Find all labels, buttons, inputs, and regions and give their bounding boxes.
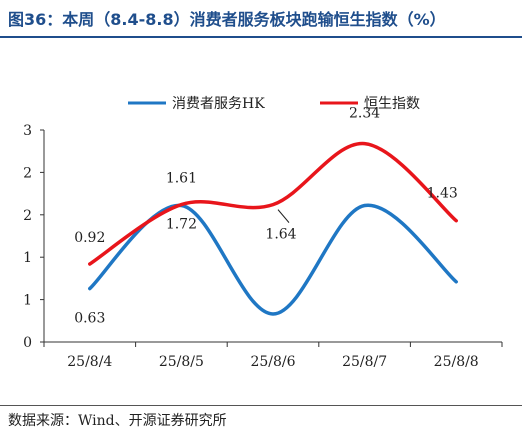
label-leader-line	[277, 209, 290, 223]
chart-title: 图36：本周（8.4-8.8）消费者服务板块跑输恒生指数（%）	[8, 10, 446, 29]
data-label: 1.61	[166, 170, 197, 186]
y-tick-label: 3	[23, 123, 32, 139]
x-tick-label: 25/8/6	[250, 354, 295, 370]
y-tick-label: 1	[23, 293, 32, 309]
y-tick-label: 2	[23, 208, 32, 224]
x-tick-label: 25/8/5	[159, 354, 204, 370]
data-label: 1.64	[265, 227, 296, 243]
data-label: 2.34	[349, 106, 380, 122]
legend-label: 消费者服务HK	[172, 96, 265, 112]
series-line-1	[88, 203, 458, 316]
series-line-2	[88, 141, 458, 266]
data-label: 0.92	[74, 230, 105, 246]
data-label: 0.63	[74, 311, 105, 327]
data-label: 1.72	[166, 217, 197, 233]
x-tick-label: 25/8/8	[434, 354, 479, 370]
title-rule	[0, 36, 522, 38]
x-tick-label: 25/8/4	[67, 354, 112, 370]
y-tick-label: 0	[23, 335, 32, 351]
legend: 消费者服务HK 恒生指数	[128, 96, 420, 112]
axes: 0 1 1 2 2 3 25/8/4 25/8/5 25/8/6 25/8/7 25/8/8	[23, 123, 503, 370]
series-layer	[88, 141, 458, 316]
y-tick-label: 2	[23, 165, 32, 181]
legend-label: 恒生指数	[364, 96, 420, 112]
data-label: 1.43	[427, 186, 458, 202]
footer-rule	[0, 405, 522, 406]
source-note: 数据来源：Wind、开源证券研究所	[8, 413, 227, 429]
y-tick-label: 1	[23, 250, 32, 266]
x-tick-label: 25/8/7	[342, 354, 387, 370]
data-labels: 0.63 1.61 0.92 1.72 1.64 2.34 1.43	[74, 106, 458, 327]
